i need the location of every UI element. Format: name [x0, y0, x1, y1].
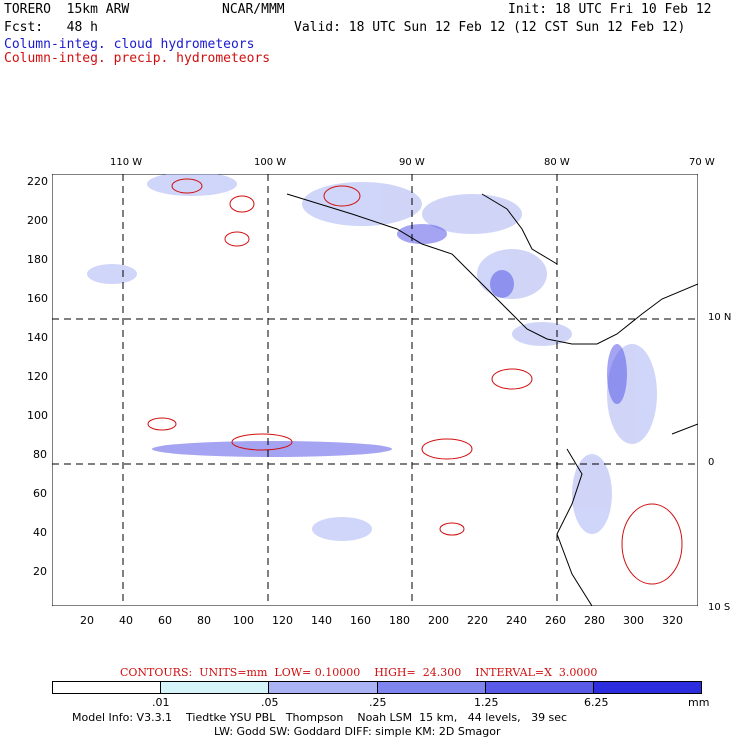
precip-contours [147, 178, 683, 585]
colorbar-segment [52, 681, 162, 694]
y-tick: 20 [33, 565, 47, 578]
model-info: Model Info: V3.3.1 Tiedtke YSU PBL Thomp… [72, 711, 568, 724]
colorbar-segment [485, 681, 594, 694]
lon-label-110w: 110 W [110, 157, 143, 168]
x-tick: 20 [80, 614, 94, 627]
lat-label-eq: 0 [708, 457, 715, 468]
colorbar-label: .01 [152, 696, 170, 709]
colorbar-label: 1.25 [474, 696, 499, 709]
coastline [286, 193, 698, 606]
colorbar-label: .05 [261, 696, 279, 709]
x-tick: 160 [350, 614, 371, 627]
y-tick: 40 [33, 526, 47, 539]
lat-label-10s: 10 S [708, 602, 731, 613]
x-tick: 60 [158, 614, 172, 627]
y-tick: 180 [27, 253, 48, 266]
y-tick: 80 [33, 448, 47, 461]
colorbar [52, 681, 703, 694]
colorbar-unit: mm [688, 696, 710, 709]
colorbar-segment [269, 681, 378, 694]
cloud-shading [87, 174, 657, 541]
lon-label-80w: 80 W [544, 157, 570, 168]
organization-label: NCAR/MMM [222, 2, 285, 17]
grid-lines [52, 174, 698, 606]
y-tick: 220 [27, 175, 48, 188]
x-tick: 260 [545, 614, 566, 627]
lat-label-10n: 10 N [708, 312, 732, 323]
x-tick: 200 [428, 614, 449, 627]
colorbar-segment [377, 681, 486, 694]
colorbar-label: 6.25 [584, 696, 609, 709]
colorbar-segment [161, 681, 270, 694]
lon-label-100w: 100 W [254, 157, 287, 168]
x-tick: 220 [467, 614, 488, 627]
forecast-map [52, 174, 698, 606]
valid-time: Valid: 18 UTC Sun 12 Feb 12 (12 CST Sun … [294, 20, 686, 35]
physics-info: LW: Godd SW: Goddard DIFF: simple KM: 2D… [214, 725, 501, 738]
y-tick: 60 [33, 487, 47, 500]
x-tick: 240 [506, 614, 527, 627]
field-cloud-label: Column-integ. cloud hydrometeors [4, 37, 255, 52]
x-tick: 320 [662, 614, 683, 627]
field-precip-label: Column-integ. precip. hydrometeors [4, 51, 271, 66]
colorbar-label: .25 [369, 696, 387, 709]
cloud-shading-dark [152, 224, 627, 457]
lon-label-90w: 90 W [399, 157, 425, 168]
colorbar-segment [593, 681, 703, 694]
x-tick: 40 [119, 614, 133, 627]
x-tick: 80 [197, 614, 211, 627]
x-tick: 280 [584, 614, 605, 627]
lon-label-70w: 70 W [689, 157, 715, 168]
x-tick: 140 [311, 614, 332, 627]
x-tick: 180 [389, 614, 410, 627]
y-tick: 160 [27, 292, 48, 305]
x-tick: 100 [233, 614, 254, 627]
y-tick: 120 [27, 370, 48, 383]
forecast-hour: Fcst: 48 h [4, 20, 98, 35]
x-tick: 120 [272, 614, 293, 627]
y-tick: 140 [27, 331, 48, 344]
x-tick: 300 [623, 614, 644, 627]
y-tick: 100 [27, 409, 48, 422]
model-title: TORERO 15km ARW [4, 2, 130, 17]
contours-info: CONTOURS: UNITS=mm LOW= 0.10000 HIGH= 24… [120, 666, 598, 679]
y-tick: 200 [27, 214, 48, 227]
init-time: Init: 18 UTC Fri 10 Feb 12 [508, 2, 712, 17]
